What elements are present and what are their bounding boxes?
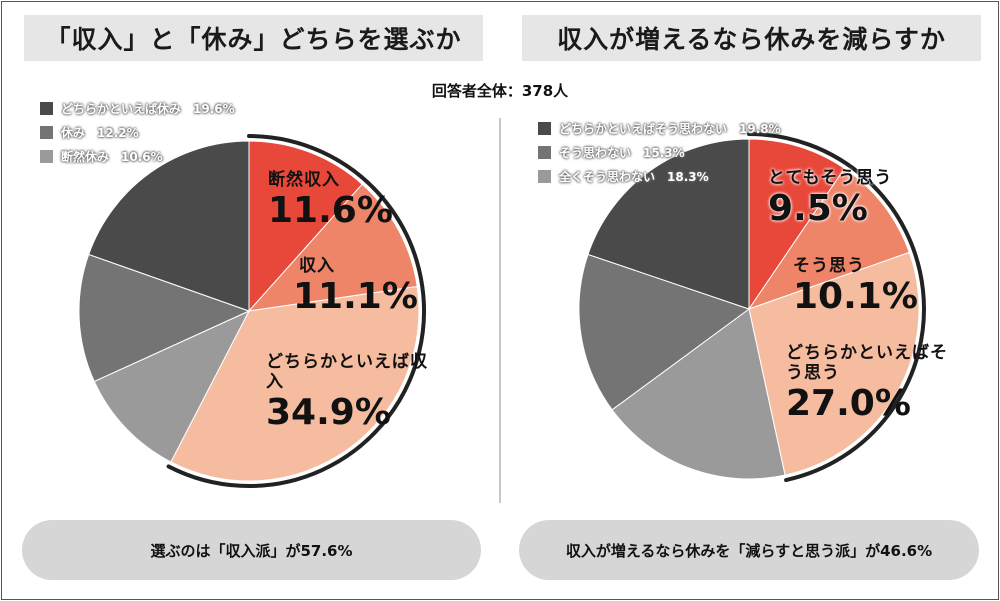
pie2-slice-negative [578, 253, 751, 411]
pie2-slice-rather-negative [587, 138, 750, 310]
legend-swatch-mid [40, 125, 53, 139]
legend-swatch-dark [40, 101, 53, 115]
pie2-positive-arc [747, 132, 926, 483]
legend-item: 休み 12.2% [40, 120, 235, 144]
pie1-positive-arc [166, 134, 426, 488]
slice-value: 11.6% [268, 190, 393, 231]
legend-swatch-light [40, 149, 53, 163]
left-legend: どちらかといえば休み 19.6% 休み 12.2% 断然休み 10.6% [40, 96, 235, 168]
pie1-slice-very-positive [248, 140, 363, 313]
slice-value: 10.1% [793, 276, 918, 317]
legend-label: どちらかといえば休み 19.6% [61, 101, 235, 116]
legend-label: 休み 12.2% [61, 125, 139, 140]
pie2-slice-very-negative [611, 308, 786, 480]
pie1-slice-positive [247, 183, 418, 312]
slice-value: 34.9% [266, 392, 391, 433]
respondent-total: 回答者全体：378人 [431, 82, 569, 100]
slice-label-rather-agree: どちらかといえばそう思う 27.0% [786, 343, 956, 425]
slice-label-agree: そう思う 10.1% [793, 256, 918, 318]
pie2-slice-very-positive [748, 138, 846, 311]
legend-label: 全くそう思わない 18.3% [559, 169, 709, 184]
legend-item: 断然休み 10.6% [40, 144, 235, 168]
right-legend: どちらかといえばそう思わない 19.8% そう思わない 15.3% 全くそう思わ… [538, 116, 781, 188]
slice-value: 27.0% [786, 383, 911, 424]
slice-name: 断然収入 [268, 170, 340, 190]
legend-label: どちらかといえばそう思わない 19.8% [559, 121, 781, 136]
legend-label: そう思わない 15.3% [559, 145, 685, 160]
slice-label-rather-income: どちらかといえば収入 34.9% [266, 352, 436, 434]
legend-item: 全くそう思わない 18.3% [538, 164, 781, 188]
slice-name: そう思う [793, 256, 865, 276]
pie1-slice-negative [78, 253, 251, 383]
legend-label: 断然休み 10.6% [61, 149, 163, 164]
pie1-slice-very-negative [93, 309, 251, 463]
left-summary-pill: 選ぶのは「収入派」が57.6% [22, 520, 481, 580]
slice-label-income: 収入 11.1% [293, 256, 418, 318]
left-chart-title: 「収入」と「休み」どちらを選ぶか [24, 15, 483, 61]
slice-name: どちらかといえば収入 [266, 352, 428, 392]
legend-item: どちらかといえば休み 19.6% [40, 96, 235, 120]
legend-item: どちらかといえばそう思わない 19.8% [538, 116, 781, 140]
slice-name: とてもそう思う [768, 168, 893, 188]
pie1-slice-rather-positive [170, 285, 420, 482]
right-chart-title: 収入が増えるなら休みを減らすか [522, 15, 981, 61]
slice-label-very-income: 断然収入 11.6% [268, 170, 393, 232]
slice-name: どちらかといえばそう思う [786, 343, 948, 383]
legend-swatch-mid [538, 145, 551, 159]
pie1-slice-rather-negative [88, 140, 250, 312]
pie2-slice-rather-positive [748, 251, 920, 476]
slice-value: 11.1% [293, 276, 418, 317]
center-divider [499, 118, 501, 503]
legend-swatch-dark [538, 121, 551, 135]
right-summary-pill: 収入が増えるなら休みを「減らすと思う派」が46.6% [519, 520, 979, 580]
legend-item: そう思わない 15.3% [538, 140, 781, 164]
slice-name: 収入 [299, 256, 335, 276]
slice-value: 9.5% [768, 188, 868, 229]
slice-label-strongly-agree: とてもそう思う 9.5% [768, 168, 892, 230]
legend-swatch-light [538, 169, 551, 183]
pie2-slice-positive [747, 167, 910, 310]
